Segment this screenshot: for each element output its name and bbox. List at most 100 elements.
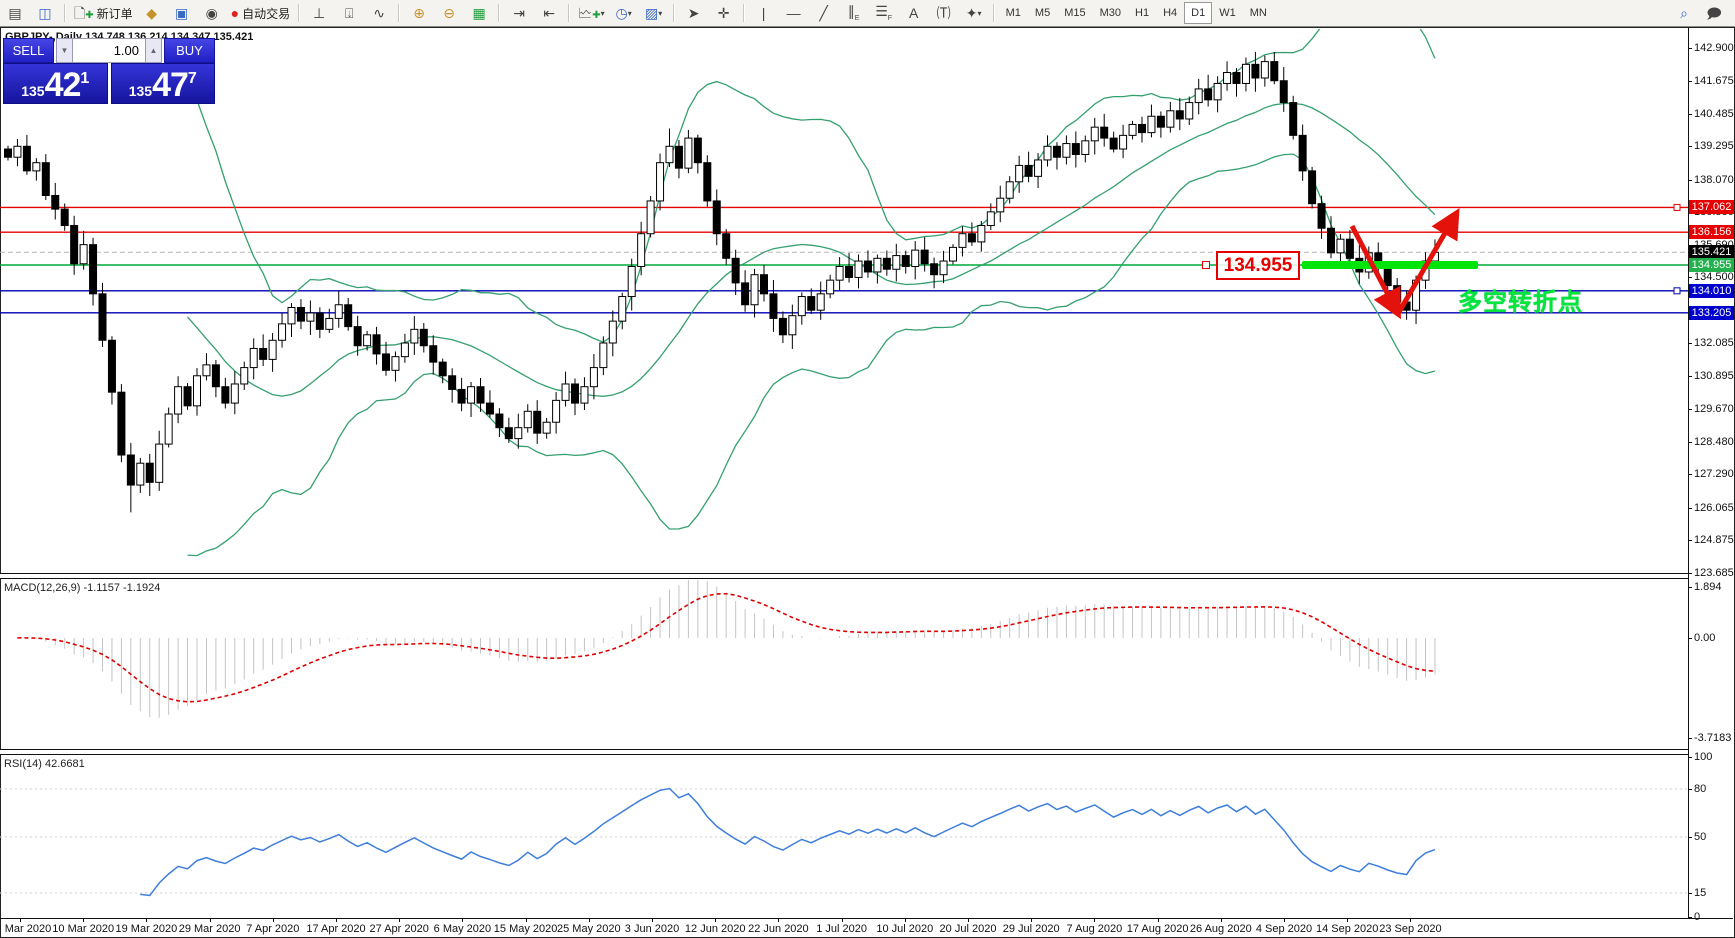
date-label: 20 Jul 2020 [939,923,997,935]
axis-tick-label: 0 [1694,911,1701,923]
price-axis-border [1688,28,1689,919]
terminal-icon[interactable]: ▣ [175,5,189,21]
volume-input[interactable] [73,38,145,63]
timeframe-m30[interactable]: M30 [1099,7,1121,19]
candles-layer [4,51,1439,513]
crosshair-icon[interactable]: ✛ [717,5,730,21]
date-label: 25 May 2020 [556,923,621,935]
vline-icon[interactable]: | [761,5,766,21]
timeframe-m1[interactable]: M1 [1005,7,1021,19]
timeframe-w1[interactable]: W1 [1219,7,1236,19]
price-annotation-box[interactable]: 134.955 [1216,251,1300,280]
new-order-label: 新订单 [96,6,133,21]
axis-tick-label: 140.485 [1694,108,1734,120]
timeframe-h1[interactable]: H1 [1135,7,1150,19]
sell-price-sup: 1 [80,70,90,87]
date-label: 10 Jul 2020 [876,923,934,935]
date-label: 10 Mar 2020 [52,923,115,935]
timeframe-d1[interactable]: D1 [1184,2,1213,24]
new-order-button[interactable]: 🗋✚ 新订单 [70,1,137,25]
hline-anchor[interactable] [1673,287,1681,295]
axis-tick [1688,409,1692,410]
support-highlight-bar[interactable] [1302,261,1478,269]
period-icon[interactable]: ◷ ▾ [615,5,632,21]
axis-tick [1688,146,1692,147]
axis-tick-label: 0.00 [1694,632,1716,644]
date-label: 4 Sep 2020 [1255,923,1313,935]
timeframe-mn[interactable]: MN [1249,7,1267,19]
rsi-pane-resizer[interactable] [0,749,1688,755]
cursor-icon[interactable]: ➤ [687,5,700,21]
toolbar: ▤ ◫ 🗋✚ 新订单 ◆ ▣ ◉ ● 自动交易 ⊥ ⍗ ∿ ⊕ ⊖ ▦ ⇥ ⇤ … [0,0,1735,27]
timeframe-m5[interactable]: M5 [1034,7,1051,19]
sell-price-panel[interactable]: 135 42 1 [3,63,108,104]
template-icon[interactable]: ▨ ▾ [645,5,663,21]
zoom-in-icon[interactable]: ⊕ [413,5,426,21]
indicators-icon[interactable]: 🗠✚ ▾ [578,4,605,21]
date-label: 3 Jun 2020 [624,923,680,935]
rsi-pane[interactable] [0,755,1688,918]
axis-tick-label: -3.7183 [1694,732,1732,744]
buy-price-prefix: 135 [128,83,153,99]
axis-tick-label: 127.290 [1694,468,1734,480]
line-chart-icon[interactable]: ∿ [373,5,386,21]
macd-pane-resizer[interactable] [0,573,1688,579]
styler-icon[interactable]: ◆ [146,5,158,21]
main-chart[interactable] [0,29,1688,574]
auto-scroll-icon[interactable]: ⇥ [513,5,526,21]
sell-price-prefix: 135 [21,83,45,99]
search-icon[interactable]: ⌕ [1680,5,1688,21]
fibonacci-icon[interactable]: ☰F [875,3,893,22]
buy-price-panel[interactable]: 135 47 7 [110,63,215,104]
axis-tick [1688,180,1692,181]
timeframe-bar: M1 M5 M15 M30 H1 H4 D1 W1 MN [999,2,1274,24]
axis-tick-label: 130.895 [1694,370,1734,382]
date-label: 26 Aug 2020 [1189,923,1252,935]
arrows-icon[interactable]: ✦ ▾ [965,5,982,21]
channel-icon[interactable]: ∥E [847,3,860,22]
zoom-out-icon[interactable]: ⊖ [443,5,456,21]
buy-price-sup: 7 [187,70,197,87]
axis-tick-label: 132.085 [1694,337,1734,349]
timeframe-m15[interactable]: M15 [1064,7,1086,19]
volume-decrease-button[interactable]: ▼ [56,38,73,63]
volume-increase-button[interactable]: ▲ [145,38,162,63]
axis-tick-label: 50 [1694,831,1707,843]
tile-windows-icon[interactable]: ▦ [472,5,486,21]
chat-icon[interactable]: 🗩 [1706,5,1722,21]
axis-tick-label: 100 [1694,751,1713,763]
date-label: 15 May 2020 [493,923,558,935]
hline-icon[interactable]: — [786,5,801,21]
axis-tick [1688,917,1692,918]
axis-tick-label: 126.065 [1694,502,1734,514]
trendline-icon[interactable]: ╱ [819,5,828,21]
rsi-label: RSI(14) 42.6681 [4,758,85,770]
hline-anchor[interactable] [1673,203,1681,211]
one-click-trading-panel: SELL ▼ ▲ BUY 135 42 1 135 47 7 [3,38,215,104]
price-annotation-anchor[interactable] [1202,261,1210,269]
chart-list-icon[interactable]: ▤ [8,5,22,21]
turning-point-text[interactable]: 多空转折点 [1458,289,1583,316]
bar-chart-icon[interactable]: ⊥ [313,5,326,21]
date-label: 17 Apr 2020 [306,923,366,935]
axis-tick [1688,81,1692,82]
price-tag-137.062: 137.062 [1689,200,1734,214]
axis-tick-label: 15 [1694,887,1707,899]
timeframe-h4[interactable]: H4 [1163,7,1178,19]
axis-tick-label: 80 [1694,783,1707,795]
sell-button[interactable]: SELL [3,38,54,63]
chart-shift-icon[interactable]: ⇤ [543,5,556,21]
axis-tick [1688,587,1692,588]
macd-pane[interactable] [0,578,1688,749]
market-watch-icon[interactable]: ◫ [38,5,52,21]
price-tag-134.955: 134.955 [1689,258,1734,272]
autotrading-button[interactable]: ● 自动交易 [227,1,294,25]
text-label-icon[interactable]: 🄣 [936,5,951,21]
candle-chart-icon[interactable]: ⍗ [344,5,354,21]
buy-button[interactable]: BUY [164,38,215,63]
text-icon[interactable]: A [908,5,919,21]
new-order-icon: 🗋✚ [74,4,94,21]
date-label: 1 Jul 2020 [816,923,867,935]
signal-icon[interactable]: ◉ [205,5,218,21]
